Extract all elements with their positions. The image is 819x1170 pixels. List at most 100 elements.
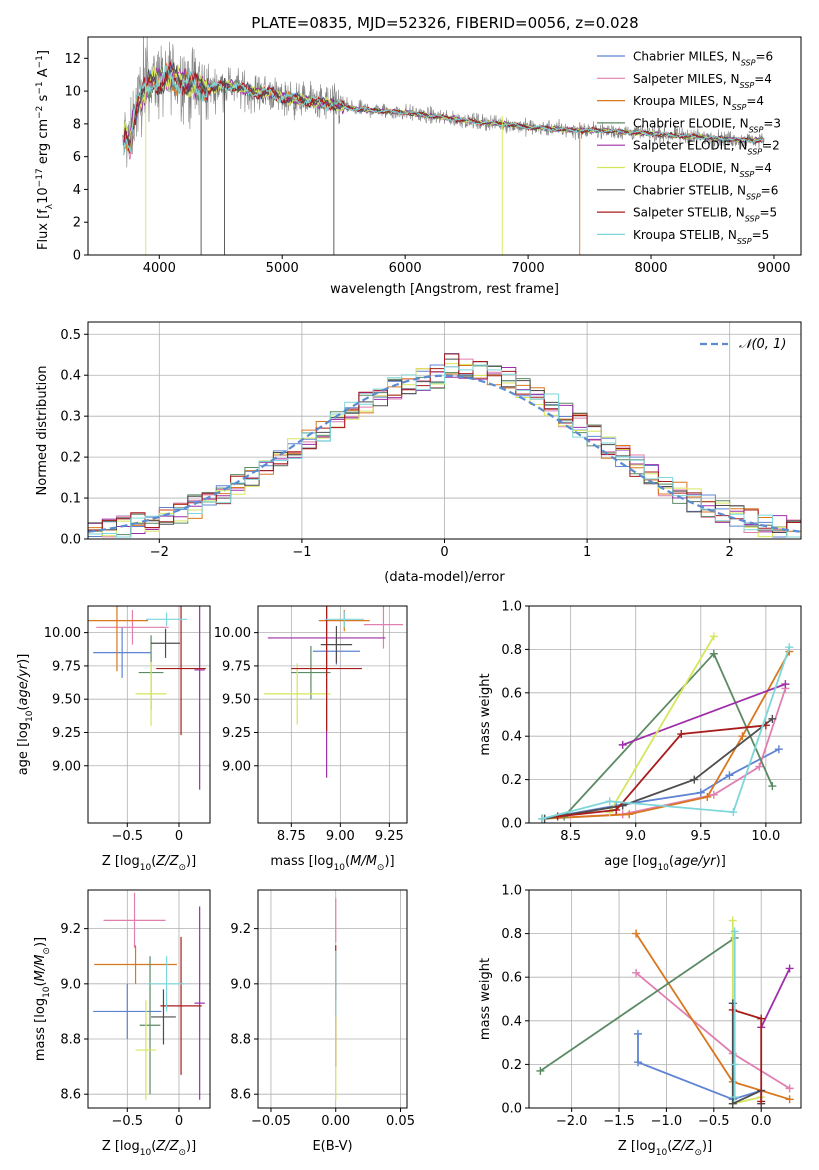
legend-count: =4 — [754, 161, 772, 175]
weight-line-salpeter_miles — [632, 968, 794, 1093]
weight-line-salpeter_elodie — [757, 964, 794, 1032]
y-tick-label: 9.75 — [222, 659, 251, 674]
axes-frame — [87, 605, 211, 824]
y-tick-label: 9.0 — [60, 977, 81, 992]
y-axis-label: Normed distribution — [35, 366, 50, 496]
label-part: ( — [667, 1139, 672, 1154]
plus-marker — [738, 732, 747, 741]
plot-area-spectrum — [122, 37, 765, 255]
y-tick-label: 9.2 — [60, 922, 81, 937]
x-tick-label: −2 — [150, 545, 169, 560]
errorbar-salpeter_elodie — [194, 906, 205, 1100]
label-part: A — [36, 68, 51, 81]
label-part: )] — [16, 654, 31, 664]
weight-line-kroupa_elodie — [605, 632, 718, 817]
y-tick-label: 9.2 — [230, 922, 251, 937]
x-axis-label: E(B-V) — [312, 1139, 352, 1154]
x-tick-label: −0.5 — [111, 829, 143, 844]
label-part: s — [36, 94, 51, 105]
line-path — [539, 937, 736, 1072]
line-path — [557, 724, 766, 818]
label-part: ⊙ — [694, 1148, 702, 1158]
plus-marker — [757, 1097, 766, 1106]
errorbar-salpeter_miles — [103, 892, 166, 948]
weight-line-salpeter_stelib — [728, 1005, 766, 1106]
x-tick-label: −2.0 — [556, 1114, 588, 1129]
figure-title: PLATE=0835, MJD=52326, FIBERID=0056, z=0… — [251, 14, 638, 32]
plus-marker — [618, 740, 627, 749]
y-tick-label: 8.6 — [60, 1088, 81, 1103]
y-axis-label: mass weight — [478, 673, 493, 755]
y-tick-label: 10 — [64, 85, 81, 100]
plus-marker — [709, 790, 718, 799]
label-part: Z/Z — [671, 1139, 695, 1154]
plus-marker — [768, 714, 777, 723]
x-tick-label: 0 — [440, 545, 448, 560]
errorbar-salpeter_miles — [363, 606, 404, 649]
y-tick-label: 0 — [73, 249, 81, 264]
label-part: 10 — [36, 187, 51, 204]
x-tick-label: 9.5 — [690, 829, 711, 844]
errorbar-chabrier_miles — [93, 983, 162, 1040]
legend-name: Salpeter MILES, N — [633, 72, 740, 86]
weight-line-salpeter_stelib — [553, 721, 770, 821]
errorbar-kroupa_stelib — [145, 612, 188, 626]
x-axis-label: mass [log10(M/M⊙)] — [270, 854, 394, 873]
label-part: ] — [36, 50, 51, 55]
y-tick-label: 0.2 — [501, 1058, 522, 1073]
legend-label-salpeter_elodie: Salpeter ELODIE, NSSP=2 — [633, 139, 780, 157]
axes-frame — [87, 36, 802, 256]
legend-sub: SSP — [740, 170, 755, 179]
model-spectrum-kroupa_elodie — [123, 63, 763, 143]
line-path — [563, 652, 774, 818]
label-part: )] — [716, 854, 726, 869]
plus-marker — [785, 1095, 794, 1104]
plus-marker — [785, 1084, 794, 1093]
plus-marker — [768, 782, 777, 791]
y-tick-label: 0.4 — [501, 730, 522, 745]
label-part: erg cm — [36, 119, 51, 168]
y-tick-label: 4 — [73, 183, 81, 198]
plus-marker — [709, 649, 718, 658]
legend-count: =4 — [754, 72, 772, 86]
x-axis-label: Z [log10(Z/Z⊙)] — [102, 854, 196, 873]
y-tick-label: 0.8 — [501, 927, 522, 942]
y-tick-label: 1.0 — [501, 600, 522, 615]
errorbar-kroupa_stelib — [147, 956, 186, 1012]
label-part: 10 — [25, 710, 35, 722]
errorbar-chabrier_elodie — [139, 956, 161, 1095]
x-tick-label: −0.05 — [251, 1114, 291, 1129]
x-tick-label: −0.5 — [111, 1114, 143, 1129]
y-tick-label: 0.0 — [501, 1102, 522, 1117]
legend-name: Kroupa ELODIE, N — [633, 161, 740, 175]
plus-marker — [632, 929, 641, 938]
label-part: ⊙ — [178, 1148, 186, 1158]
errorbar-salpeter_stelib — [156, 606, 206, 736]
legend-count: =2 — [762, 139, 780, 153]
legend-sub: SSP — [740, 80, 755, 89]
plot-area-weight_vs_age — [538, 632, 794, 823]
panel-spectrum: 4000 5000 6000 7000 8000 9000 0 2 4 6 8 10 12 Chabrie… — [35, 36, 802, 297]
label-part: Z/Z — [155, 1139, 179, 1154]
label-part: ⊙ — [377, 863, 385, 873]
y-tick-label: 0.2 — [501, 773, 522, 788]
label-part: )] — [186, 1139, 196, 1154]
plus-marker — [709, 632, 718, 641]
label-part: Z [log — [102, 1139, 140, 1154]
x-tick-label: 9.25 — [375, 829, 404, 844]
errorbar-chabrier_stelib — [320, 625, 353, 664]
y-tick-label: 0.5 — [60, 328, 81, 343]
legend-name: Chabrier STELIB, N — [633, 183, 746, 197]
legend-name: Salpeter ELODIE, N — [633, 139, 747, 153]
label-part: ( — [151, 854, 156, 869]
plus-marker — [785, 643, 794, 652]
x-axis-label: wavelength [Angstrom, rest frame] — [330, 282, 559, 297]
legend-sub: SSP — [741, 58, 756, 67]
label-part: ⊙ — [178, 863, 186, 873]
x-tick-label: 4000 — [143, 261, 176, 276]
label-part: )] — [384, 854, 394, 869]
legend-name: Kroupa MILES, N — [633, 94, 732, 108]
legend-label-kroupa_elodie: Kroupa ELODIE, NSSP=4 — [633, 161, 772, 179]
y-tick-label: 0.4 — [501, 1014, 522, 1029]
legend-count: =5 — [752, 228, 770, 242]
